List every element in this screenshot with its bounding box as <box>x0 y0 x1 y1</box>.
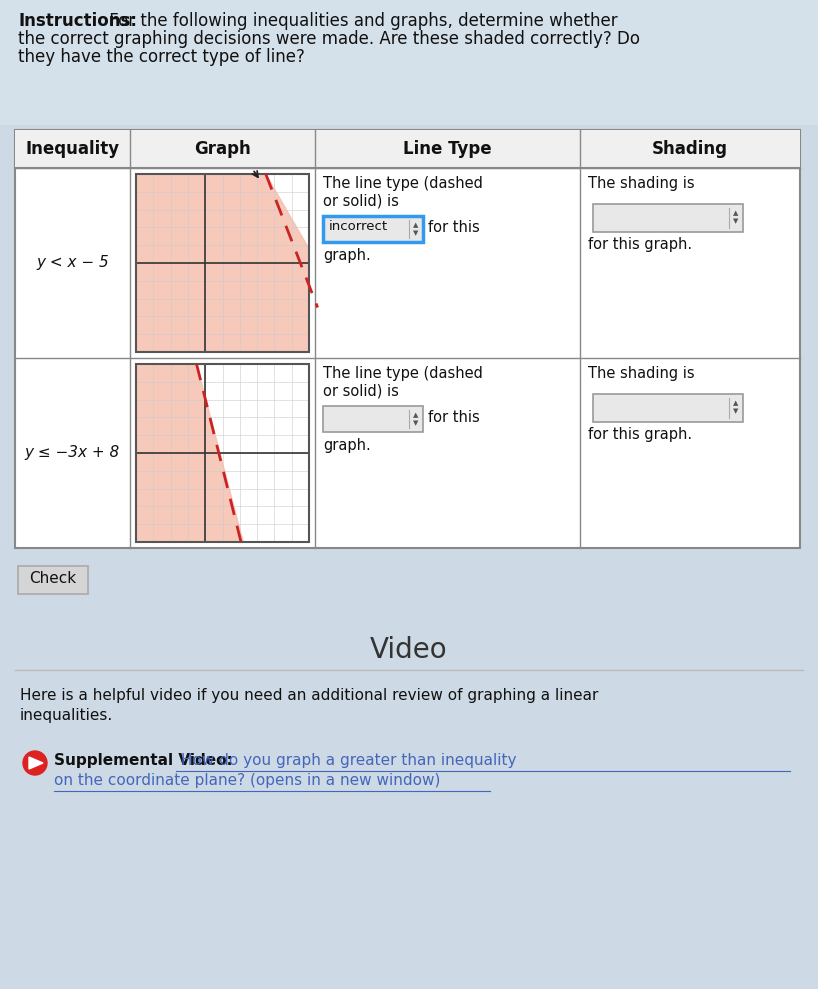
Bar <box>593 204 743 232</box>
Bar <box>593 394 743 422</box>
Text: for this graph.: for this graph. <box>588 237 692 252</box>
Text: ▲: ▲ <box>733 210 739 216</box>
Text: The shading is: The shading is <box>588 176 694 191</box>
Text: inequalities.: inequalities. <box>20 708 113 723</box>
Text: Graph: Graph <box>194 140 251 158</box>
Text: incorrect: incorrect <box>329 220 388 233</box>
Text: Video: Video <box>371 636 447 664</box>
Text: ▼: ▼ <box>733 218 739 224</box>
Text: for this graph.: for this graph. <box>588 427 692 442</box>
Text: ▼: ▼ <box>413 230 418 236</box>
Text: The line type (dashed: The line type (dashed <box>323 366 483 381</box>
Bar <box>323 406 423 432</box>
Bar <box>136 364 309 542</box>
Bar <box>15 130 800 168</box>
Text: the correct graphing decisions were made. Are these shaded correctly? Do: the correct graphing decisions were made… <box>18 30 640 48</box>
Text: Here is a helpful video if you need an additional review of graphing a linear: Here is a helpful video if you need an a… <box>20 688 599 703</box>
Text: ▲: ▲ <box>413 222 418 228</box>
Text: for this: for this <box>428 220 479 235</box>
Bar <box>136 174 309 352</box>
Text: or solid) is: or solid) is <box>323 384 399 399</box>
Text: graph.: graph. <box>323 438 371 453</box>
Text: ▲: ▲ <box>413 412 418 418</box>
Text: How do you graph a greater than inequality: How do you graph a greater than inequali… <box>176 753 516 768</box>
Text: for this: for this <box>428 410 479 425</box>
Text: The shading is: The shading is <box>588 366 694 381</box>
Text: on the coordinate plane? (opens in a new window): on the coordinate plane? (opens in a new… <box>54 773 440 788</box>
Text: The line type (dashed: The line type (dashed <box>323 176 483 191</box>
Polygon shape <box>136 364 243 542</box>
Bar <box>18 566 88 594</box>
Text: y < x − 5: y < x − 5 <box>36 255 109 271</box>
Bar <box>0 0 818 125</box>
Text: ▼: ▼ <box>413 420 418 426</box>
Text: graph.: graph. <box>323 248 371 263</box>
Text: y ≤ −3x + 8: y ≤ −3x + 8 <box>25 445 120 461</box>
Text: ▼: ▼ <box>733 408 739 414</box>
Bar <box>323 216 423 242</box>
Text: Line Type: Line Type <box>403 140 492 158</box>
Bar <box>0 674 818 989</box>
Circle shape <box>23 751 47 775</box>
Text: Inequality: Inequality <box>25 140 119 158</box>
Polygon shape <box>136 174 309 352</box>
Text: Check: Check <box>29 571 77 586</box>
Text: or solid) is: or solid) is <box>323 194 399 209</box>
Text: Supplemental Video:: Supplemental Video: <box>54 753 233 768</box>
Text: ▲: ▲ <box>733 400 739 406</box>
Text: For the following inequalities and graphs, determine whether: For the following inequalities and graph… <box>104 12 618 30</box>
Text: Instructions:: Instructions: <box>18 12 137 30</box>
Text: Shading: Shading <box>652 140 728 158</box>
Text: they have the correct type of line?: they have the correct type of line? <box>18 48 305 66</box>
Bar <box>15 130 800 548</box>
Polygon shape <box>29 757 43 769</box>
Bar <box>0 125 818 989</box>
